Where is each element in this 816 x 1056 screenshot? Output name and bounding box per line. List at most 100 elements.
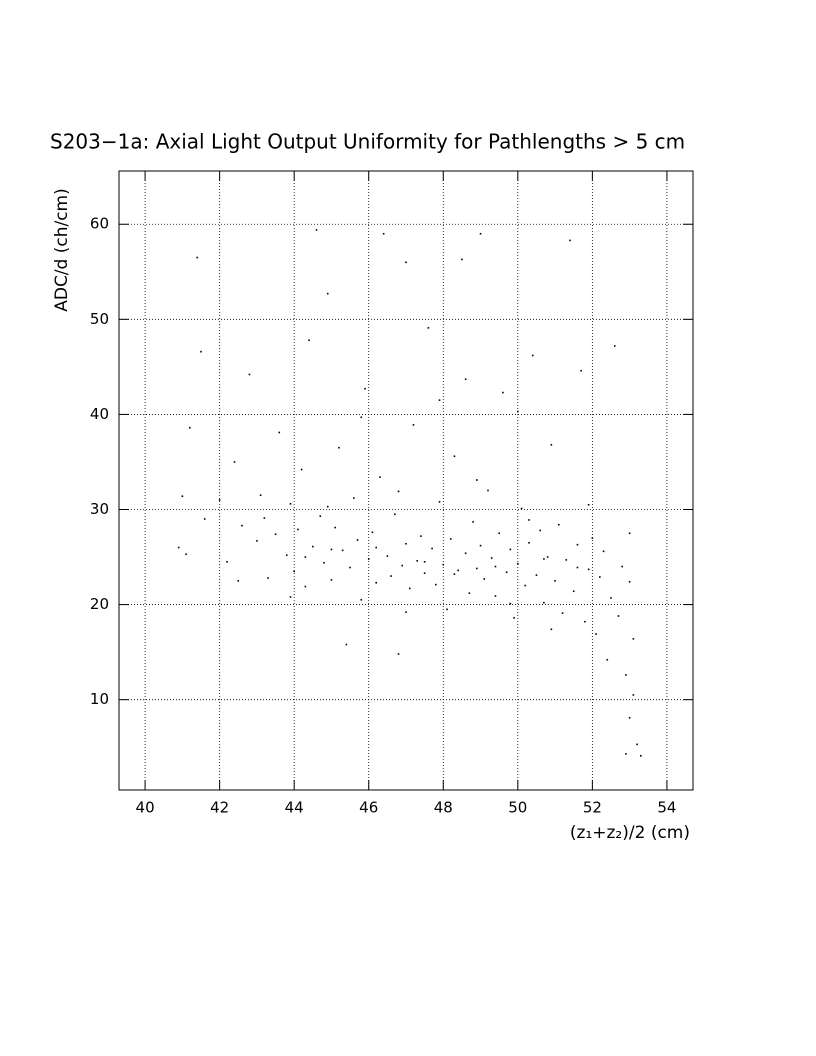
point bbox=[565, 559, 568, 561]
point bbox=[502, 391, 504, 394]
point bbox=[338, 446, 340, 449]
point bbox=[412, 424, 415, 426]
point bbox=[297, 528, 299, 531]
point bbox=[237, 580, 240, 582]
point bbox=[550, 628, 553, 631]
point bbox=[189, 426, 191, 429]
y-axis-label: ADC/d (ch/cm) bbox=[52, 188, 72, 312]
point bbox=[371, 531, 374, 534]
point bbox=[446, 608, 448, 611]
point bbox=[576, 543, 579, 546]
point bbox=[632, 638, 635, 640]
point bbox=[625, 674, 627, 676]
point bbox=[572, 590, 575, 593]
point bbox=[349, 566, 351, 569]
point bbox=[621, 565, 623, 568]
point bbox=[613, 345, 616, 347]
point bbox=[353, 497, 355, 499]
point bbox=[308, 339, 310, 342]
point bbox=[569, 239, 571, 242]
point bbox=[248, 373, 251, 376]
point bbox=[509, 602, 512, 605]
point bbox=[599, 576, 601, 578]
point bbox=[524, 584, 527, 587]
point bbox=[196, 256, 199, 259]
point bbox=[397, 653, 400, 655]
point bbox=[531, 354, 534, 357]
x-tick-label: 42 bbox=[210, 799, 229, 817]
point bbox=[233, 461, 236, 463]
point bbox=[584, 620, 586, 623]
point bbox=[345, 643, 348, 646]
point bbox=[367, 558, 370, 560]
point bbox=[390, 575, 392, 577]
point bbox=[323, 561, 325, 564]
point bbox=[464, 552, 467, 555]
point bbox=[505, 571, 508, 574]
point bbox=[420, 535, 422, 537]
point bbox=[617, 615, 620, 617]
y-tick-label: 10 bbox=[90, 690, 109, 708]
point bbox=[487, 489, 489, 492]
point bbox=[610, 597, 612, 599]
point bbox=[595, 633, 597, 635]
point bbox=[539, 529, 541, 532]
point bbox=[289, 596, 292, 598]
point bbox=[468, 592, 471, 594]
point bbox=[274, 533, 277, 536]
point bbox=[360, 416, 363, 419]
point bbox=[535, 574, 538, 576]
point bbox=[476, 479, 478, 481]
point bbox=[416, 560, 418, 562]
x-tick-label: 48 bbox=[434, 799, 453, 817]
point bbox=[427, 327, 430, 329]
point bbox=[312, 545, 314, 548]
point bbox=[435, 583, 437, 586]
point bbox=[554, 580, 556, 582]
point bbox=[438, 501, 441, 503]
point bbox=[543, 558, 545, 560]
point bbox=[591, 537, 594, 539]
point bbox=[558, 523, 560, 526]
x-axis-label: (z₁+z₂)/2 (cm) bbox=[570, 823, 690, 843]
point bbox=[509, 548, 512, 551]
point bbox=[356, 539, 359, 541]
point bbox=[289, 502, 292, 505]
y-tick-label: 60 bbox=[90, 215, 109, 233]
point bbox=[580, 369, 582, 372]
point bbox=[628, 532, 631, 535]
point bbox=[576, 566, 579, 569]
point bbox=[423, 572, 426, 575]
point bbox=[513, 617, 515, 619]
point bbox=[528, 541, 530, 544]
y-tick-label: 30 bbox=[90, 500, 109, 518]
point bbox=[606, 658, 609, 661]
x-tick-label: 44 bbox=[285, 799, 304, 817]
plot-frame bbox=[118, 170, 694, 791]
point bbox=[300, 468, 303, 471]
point bbox=[386, 555, 389, 557]
point bbox=[628, 580, 631, 583]
point bbox=[550, 444, 553, 446]
point bbox=[375, 546, 377, 549]
point bbox=[394, 513, 396, 516]
x-tick-label: 40 bbox=[136, 799, 155, 817]
point bbox=[494, 565, 497, 568]
point bbox=[334, 526, 336, 529]
point bbox=[256, 540, 258, 542]
point bbox=[218, 499, 221, 501]
point bbox=[520, 507, 523, 510]
point bbox=[517, 410, 519, 413]
point bbox=[226, 560, 228, 563]
point bbox=[479, 544, 482, 547]
point bbox=[379, 476, 381, 478]
point bbox=[587, 503, 590, 506]
x-tick-label: 50 bbox=[508, 799, 527, 817]
y-tick-label: 50 bbox=[90, 310, 109, 328]
point bbox=[401, 564, 404, 567]
point bbox=[494, 595, 497, 597]
point bbox=[476, 567, 478, 570]
point bbox=[490, 557, 493, 559]
point bbox=[375, 581, 377, 584]
